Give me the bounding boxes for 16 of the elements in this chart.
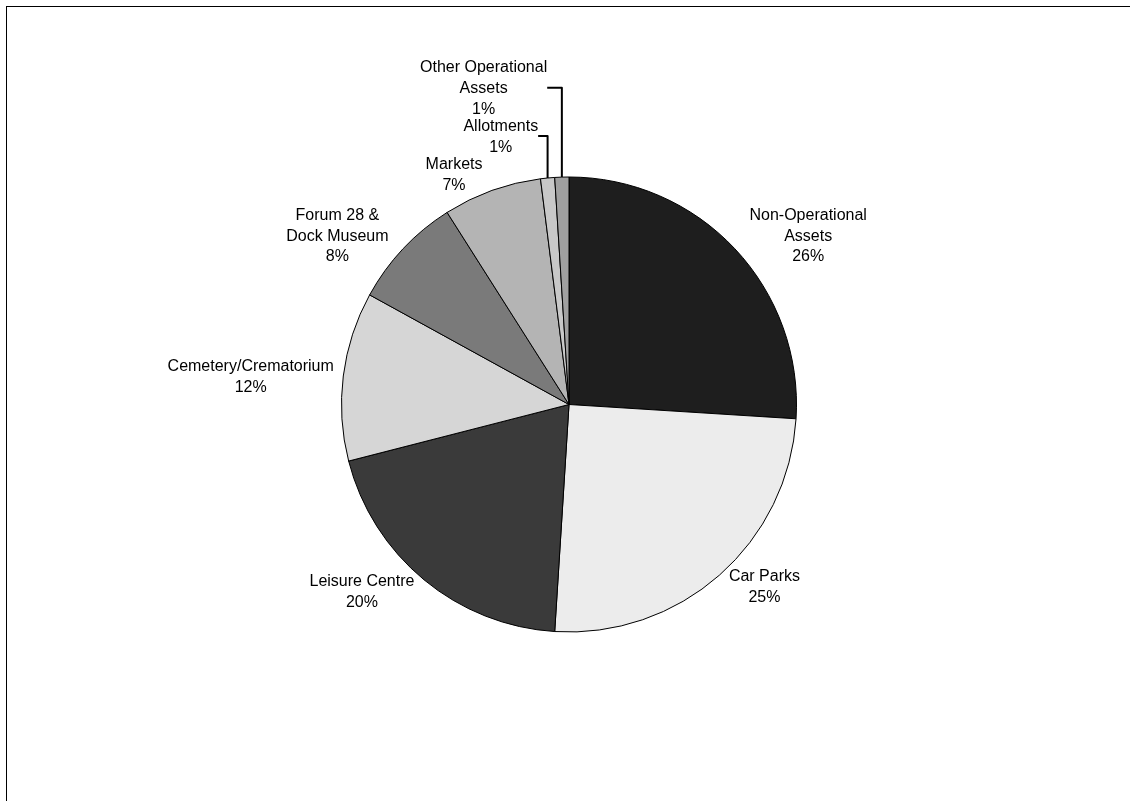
data-label: 1% bbox=[489, 137, 513, 155]
slice-label: Allotments bbox=[463, 117, 539, 135]
data-label: 8% bbox=[325, 247, 349, 265]
data-label: 1% bbox=[472, 100, 496, 118]
slice-label: Leisure Centre bbox=[309, 572, 415, 590]
slice-label: Forum 28 & Dock Museum bbox=[286, 205, 389, 244]
data-label: 12% bbox=[234, 377, 267, 395]
data-label: 20% bbox=[345, 592, 378, 610]
slice-label: Markets bbox=[425, 154, 483, 172]
data-label: 26% bbox=[792, 247, 825, 265]
slice-label: Non-Operational Assets bbox=[749, 205, 867, 244]
slice-label: Cemetery/Crematorium bbox=[167, 356, 334, 374]
data-label: 7% bbox=[442, 175, 466, 193]
slice-label: Car Parks bbox=[728, 566, 801, 584]
slice-label: Other Operational Assets bbox=[420, 58, 548, 97]
data-label: 25% bbox=[748, 587, 781, 605]
